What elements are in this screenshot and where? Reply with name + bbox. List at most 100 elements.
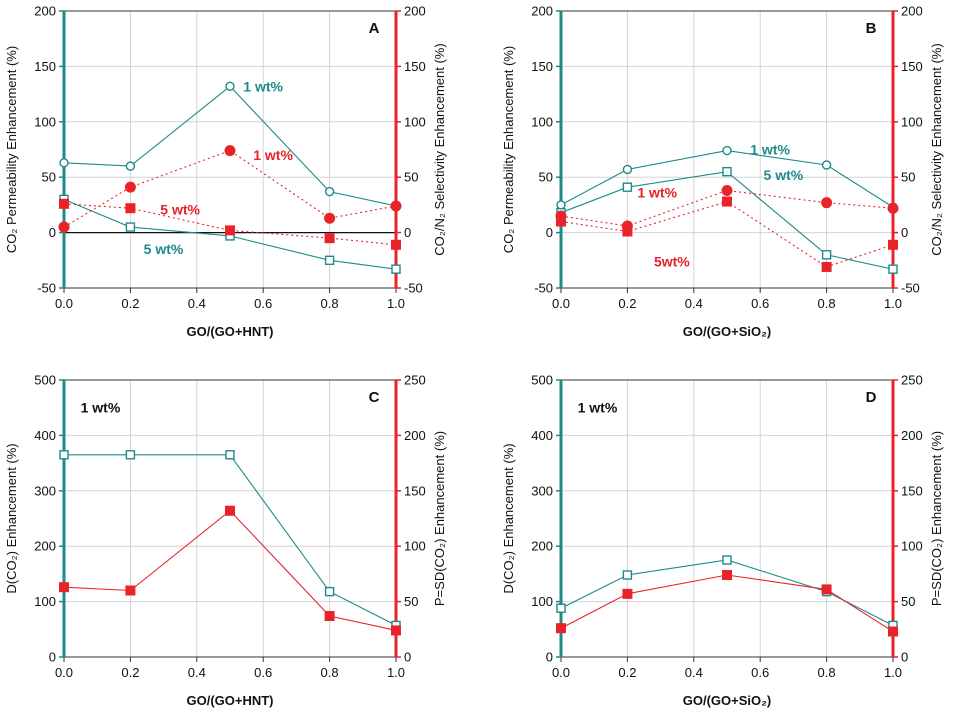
x-tick-label: 1.0 — [387, 296, 405, 311]
y-left-tick-label: 300 — [531, 483, 553, 498]
data-point — [391, 239, 401, 250]
data-point — [125, 203, 136, 214]
data-point — [556, 623, 566, 634]
y-left-axis-title: CO₂ Permeability Enhancement (%) — [4, 46, 19, 253]
y-right-tick-label: 100 — [901, 114, 923, 129]
series-line — [560, 189, 894, 227]
x-tick-label: 0.8 — [321, 296, 339, 311]
data-point — [324, 611, 335, 622]
data-point — [125, 450, 136, 460]
data-point — [888, 626, 898, 637]
x-axis-title: GO/(GO+SiO₂) — [683, 693, 771, 708]
x-tick-label: 0.0 — [55, 665, 73, 680]
series-line — [560, 559, 894, 626]
x-tick-label: 1.0 — [884, 665, 902, 680]
y-left-tick-label: 200 — [34, 539, 56, 554]
data-point — [721, 184, 733, 196]
data-point — [622, 164, 633, 175]
y-right-tick-label: 0 — [901, 650, 908, 665]
x-tick-label: 0.6 — [254, 665, 272, 680]
data-point — [59, 450, 69, 460]
y-right-tick-label: 150 — [901, 59, 923, 74]
y-left-tick-label: 200 — [34, 4, 56, 19]
data-point — [59, 198, 69, 209]
y-left-tick-label: 200 — [531, 4, 553, 19]
y-left-tick-label: 50 — [539, 170, 553, 185]
y-left-tick-label: 150 — [34, 59, 56, 74]
y-right-tick-label: 50 — [901, 594, 915, 609]
series-line — [63, 149, 397, 228]
data-point — [225, 81, 235, 92]
data-point — [125, 585, 136, 596]
y-right-axis-title: P=SD(CO₂) Enhancement (%) — [432, 431, 447, 606]
y-right-tick-label: 150 — [404, 483, 426, 498]
panel-letter: B — [866, 20, 877, 37]
data-point — [324, 233, 335, 244]
data-point — [622, 588, 633, 599]
y-right-axis-title: P=SD(CO₂) Enhancement (%) — [929, 431, 944, 606]
y-right-tick-label: -50 — [404, 281, 423, 296]
y-right-tick-label: 150 — [901, 483, 923, 498]
x-tick-label: 0.4 — [685, 296, 703, 311]
panel-a: 0.0 0.2 0.4 0.6 0.8 1.0-50050100150200-500501… — [4, 4, 447, 340]
data-point — [622, 570, 633, 580]
y-right-tick-label: 250 — [901, 373, 923, 388]
y-right-tick-label: 50 — [901, 170, 915, 185]
data-point — [722, 196, 732, 207]
data-point — [391, 264, 401, 274]
y-right-tick-label: 200 — [901, 4, 923, 19]
x-tick-label: 0.4 — [188, 665, 206, 680]
data-point — [58, 221, 70, 233]
x-tick-label: 0.6 — [254, 296, 272, 311]
x-tick-label: 0.2 — [618, 665, 636, 680]
data-point — [722, 555, 732, 565]
data-point — [225, 225, 235, 236]
data-point — [821, 160, 832, 170]
y-left-tick-label: 0 — [546, 650, 553, 665]
x-tick-label: 0.6 — [751, 296, 769, 311]
y-left-tick-label: 200 — [531, 539, 553, 554]
panel-letter: D — [866, 389, 877, 406]
annotation-label: 1 wt% — [750, 142, 790, 158]
x-tick-label: 0.6 — [751, 665, 769, 680]
y-left-tick-label: 50 — [42, 170, 56, 185]
y-left-tick-label: 500 — [34, 373, 56, 388]
annotation-label: 1 wt% — [253, 147, 293, 163]
data-point — [125, 161, 136, 171]
y-right-tick-label: 250 — [404, 373, 426, 388]
x-axis-title: GO/(GO+SiO₂) — [683, 324, 771, 339]
data-point — [722, 166, 732, 177]
y-right-tick-label: 200 — [901, 428, 923, 443]
data-point — [821, 261, 832, 272]
x-tick-label: 0.8 — [818, 296, 836, 311]
data-point — [390, 200, 402, 212]
data-point — [888, 264, 898, 274]
x-tick-label: 0.0 — [552, 296, 570, 311]
y-left-tick-label: 0 — [49, 650, 56, 665]
y-right-tick-label: 0 — [404, 650, 411, 665]
annotation-label: 5 wt% — [144, 241, 184, 257]
y-right-tick-label: 0 — [404, 225, 411, 240]
data-point — [622, 226, 633, 237]
data-point — [391, 625, 401, 636]
y-left-tick-label: -50 — [37, 281, 56, 296]
y-left-tick-label: 400 — [34, 428, 56, 443]
y-right-tick-label: 100 — [901, 539, 923, 554]
y-right-tick-label: 200 — [404, 4, 426, 19]
data-point — [324, 186, 335, 197]
data-point — [224, 145, 236, 157]
data-point — [225, 505, 235, 516]
y-left-tick-label: 500 — [531, 373, 553, 388]
x-axis-title: GO/(GO+HNT) — [186, 693, 273, 708]
y-left-tick-label: 400 — [531, 428, 553, 443]
x-axis-title: GO/(GO+HNT) — [186, 324, 273, 339]
data-point — [722, 145, 732, 156]
y-left-tick-label: 100 — [34, 114, 56, 129]
data-point — [556, 603, 566, 613]
y-left-tick-label: 0 — [49, 225, 56, 240]
panel-c: 0.0 0.2 0.4 0.6 0.8 1.00100200300400500050100… — [4, 373, 447, 709]
data-point — [622, 182, 633, 192]
data-point — [324, 212, 336, 224]
data-point — [59, 158, 69, 168]
annotation-label: 1 wt% — [81, 400, 121, 416]
